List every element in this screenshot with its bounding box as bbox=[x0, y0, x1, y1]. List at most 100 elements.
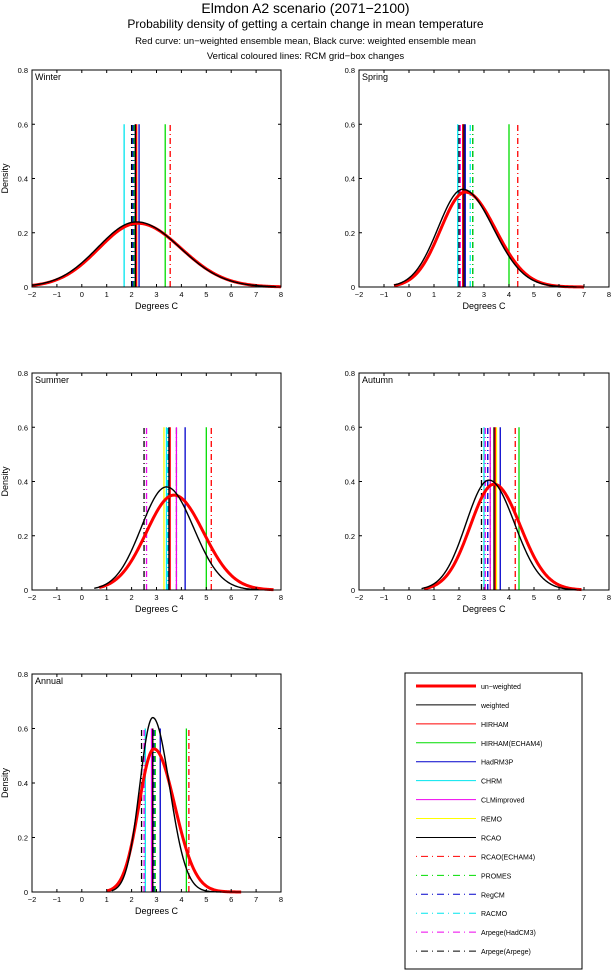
legend-label-arpege-hadcm3-: Arpege(HadCM3) bbox=[481, 930, 536, 937]
x-tick-label: 8 bbox=[607, 593, 611, 602]
unweighted-curve bbox=[423, 482, 582, 592]
legend-label-rcao-echam4-: RCAO(ECHAM4) bbox=[481, 854, 535, 861]
panel-label: Winter bbox=[35, 72, 61, 82]
x-tick-label: 7 bbox=[254, 895, 258, 904]
axes-frame bbox=[358, 69, 610, 288]
unweighted-curve bbox=[106, 747, 242, 894]
x-tick-label: 0 bbox=[80, 895, 84, 904]
x-tick-label: 0 bbox=[407, 290, 411, 299]
x-tick-label: 1 bbox=[105, 290, 109, 299]
y-tick-label: 0.8 bbox=[18, 369, 28, 378]
y-axis-label: Density bbox=[0, 466, 10, 497]
y-tick-label: 0 bbox=[24, 888, 28, 897]
y-tick-label: 0.6 bbox=[345, 120, 355, 129]
x-tick-label: 2 bbox=[130, 593, 134, 602]
x-tick-label: 6 bbox=[229, 290, 233, 299]
x-tick-label: 4 bbox=[507, 593, 511, 602]
legend-label-arpege-arpege-: Arpege(Arpege) bbox=[481, 949, 531, 956]
x-tick-label: 6 bbox=[557, 593, 561, 602]
x-tick-label: 3 bbox=[154, 895, 158, 904]
y-tick-label: 0 bbox=[24, 586, 28, 595]
panel-label: Annual bbox=[35, 676, 63, 686]
weighted-curve bbox=[31, 221, 277, 288]
legend-label-hadrm3p: HadRM3P bbox=[481, 760, 514, 767]
y-tick-label: 0.6 bbox=[18, 725, 28, 734]
x-tick-label: 2 bbox=[130, 895, 134, 904]
x-tick-label: 3 bbox=[482, 593, 486, 602]
x-tick-label: −2 bbox=[28, 290, 37, 299]
legend-label-weighted: weighted bbox=[480, 703, 509, 710]
x-tick-label: −2 bbox=[28, 895, 37, 904]
legend-label-regcm: RegCM bbox=[481, 892, 505, 899]
y-tick-label: 0.8 bbox=[18, 670, 28, 679]
x-tick-label: 8 bbox=[279, 593, 283, 602]
x-tick-label: −1 bbox=[380, 593, 389, 602]
y-tick-label: 0.4 bbox=[18, 478, 28, 487]
y-tick-label: 0.2 bbox=[18, 834, 28, 843]
panel-label: Autumn bbox=[362, 375, 393, 385]
y-tick-label: 0.4 bbox=[18, 779, 28, 788]
x-tick-label: 4 bbox=[179, 593, 183, 602]
x-tick-label: 1 bbox=[432, 593, 436, 602]
x-tick-label: 1 bbox=[105, 895, 109, 904]
figure-caption-lines: Vertical coloured lines: RCM grid−box ch… bbox=[206, 51, 405, 62]
y-tick-label: 0.2 bbox=[345, 229, 355, 238]
x-tick-label: −2 bbox=[355, 290, 364, 299]
legend-label-chrm: CHRM bbox=[481, 779, 502, 786]
x-tick-label: 0 bbox=[407, 593, 411, 602]
x-tick-label: −1 bbox=[53, 593, 62, 602]
x-tick-label: 6 bbox=[557, 290, 561, 299]
panel-autumn: −2 −1 0 1 2 3 4 5 6 7 8 0 0.2 0.4 0.6 0.8 Autumn Degrees … bbox=[345, 369, 611, 614]
legend-label-racmo: RACMO bbox=[481, 911, 508, 918]
x-tick-label: 4 bbox=[179, 895, 183, 904]
y-tick-label: 0 bbox=[24, 283, 28, 292]
x-tick-label: 8 bbox=[279, 895, 283, 904]
weighted-curve bbox=[421, 479, 577, 591]
y-tick-label: 0 bbox=[351, 586, 355, 595]
x-tick-label: 6 bbox=[229, 895, 233, 904]
x-tick-label: 8 bbox=[279, 290, 283, 299]
y-tick-label: 0.6 bbox=[345, 423, 355, 432]
x-axis-label: Degrees C bbox=[135, 604, 179, 614]
legend-label-un-weighted: un−weighted bbox=[481, 684, 521, 691]
panel-summer: −2 −1 0 1 2 3 4 5 6 7 8 0 0.2 0.4 0.6 0.8 Summer Degrees … bbox=[0, 369, 283, 614]
axes-frame bbox=[31, 673, 282, 893]
panel-spring: −2 −1 0 1 2 3 4 5 6 7 8 0 0.2 0.4 0.6 0.8 Spring Degrees … bbox=[345, 66, 611, 311]
x-tick-label: −2 bbox=[28, 593, 37, 602]
axes-frame bbox=[31, 69, 282, 288]
figure-title: Elmdon A2 scenario (2071−2100) bbox=[201, 0, 410, 16]
panel-annual: −2 −1 0 1 2 3 4 5 6 7 8 0 0.2 0.4 0.6 0.8 Annual Degrees … bbox=[0, 670, 283, 916]
x-tick-label: 3 bbox=[482, 290, 486, 299]
weighted-curve bbox=[111, 716, 222, 893]
x-tick-label: 7 bbox=[582, 593, 586, 602]
x-tick-label: 5 bbox=[204, 895, 208, 904]
x-tick-label: 3 bbox=[154, 593, 158, 602]
x-tick-label: 5 bbox=[532, 593, 536, 602]
x-tick-label: 8 bbox=[607, 290, 611, 299]
x-tick-label: −1 bbox=[53, 290, 62, 299]
x-tick-label: 2 bbox=[457, 593, 461, 602]
x-axis-label: Degrees C bbox=[462, 301, 506, 311]
legend-label-remo: REMO bbox=[481, 817, 503, 824]
x-tick-label: 6 bbox=[229, 593, 233, 602]
x-tick-label: 5 bbox=[204, 593, 208, 602]
y-axis-label: Density bbox=[0, 767, 10, 798]
x-axis-label: Degrees C bbox=[462, 604, 506, 614]
unweighted-curve bbox=[393, 190, 584, 289]
x-tick-label: −2 bbox=[355, 593, 364, 602]
x-tick-label: 4 bbox=[507, 290, 511, 299]
weighted-curve bbox=[393, 188, 577, 288]
x-tick-label: 5 bbox=[532, 290, 536, 299]
x-tick-label: 1 bbox=[105, 593, 109, 602]
y-tick-label: 0.4 bbox=[18, 175, 28, 184]
x-tick-label: 7 bbox=[254, 593, 258, 602]
legend-box bbox=[404, 672, 583, 970]
unweighted-curve bbox=[98, 493, 274, 592]
y-tick-label: 0 bbox=[351, 283, 355, 292]
y-tick-label: 0.8 bbox=[345, 66, 355, 75]
unweighted-curve bbox=[31, 221, 282, 289]
y-tick-label: 0.6 bbox=[18, 120, 28, 129]
x-axis-label: Degrees C bbox=[135, 301, 179, 311]
legend-label-promes: PROMES bbox=[481, 873, 512, 880]
